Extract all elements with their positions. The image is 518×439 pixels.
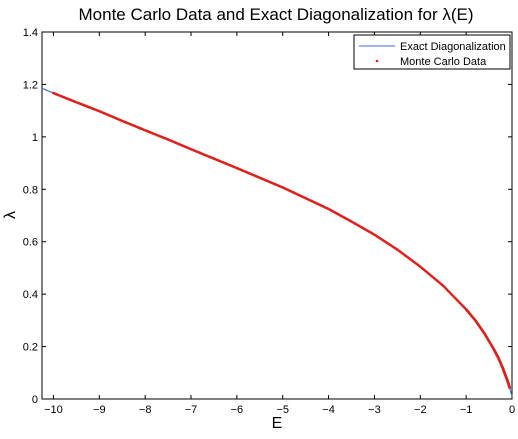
chart-title: Monte Carlo Data and Exact Diagonalizati… (79, 5, 474, 24)
y-tick-label: 0 (32, 394, 38, 406)
legend-label-monte-carlo-data: Monte Carlo Data (400, 56, 487, 68)
x-tick-label: −10 (44, 404, 63, 416)
y-axis-label: λ (2, 211, 19, 219)
x-tick-label: −8 (139, 404, 152, 416)
y-tick-label: 0.2 (23, 342, 38, 354)
series-dots (52, 91, 512, 390)
legend-box (353, 34, 511, 70)
x-tick-label: 0 (509, 404, 515, 416)
y-tick-label: 1.2 (23, 79, 38, 91)
x-tick-label: −4 (322, 404, 335, 416)
x-tick-label: −7 (185, 404, 198, 416)
y-tick-label: 0.4 (23, 289, 38, 301)
x-axis-label: E (272, 415, 283, 432)
legend: Exact Diagonalization Monte Carlo Data (353, 34, 511, 70)
y-tick-label: 0.8 (23, 184, 38, 196)
legend-label-exact-diagonalization: Exact Diagonalization (400, 41, 506, 53)
y-tick-label: 1 (32, 132, 38, 144)
legend-dot-sample (375, 59, 379, 63)
x-tick-label: −9 (93, 404, 106, 416)
series-point-monte-carlo (508, 386, 512, 390)
x-tick-label: −6 (231, 404, 244, 416)
x-axis-ticks: −10 −9 −8 −7 −6 −5 −4 −3 −2 −1 0 (44, 32, 515, 416)
x-tick-label: −2 (414, 404, 427, 416)
y-axis-ticks: 0 0.2 0.4 0.6 0.8 1 1.2 1.4 (23, 27, 512, 406)
x-tick-label: −3 (368, 404, 381, 416)
y-tick-label: 0.6 (23, 237, 38, 249)
x-tick-label: −1 (460, 404, 473, 416)
plot-frame (41, 31, 513, 400)
y-tick-label: 1.4 (23, 27, 38, 39)
x-tick-label: −5 (276, 404, 289, 416)
